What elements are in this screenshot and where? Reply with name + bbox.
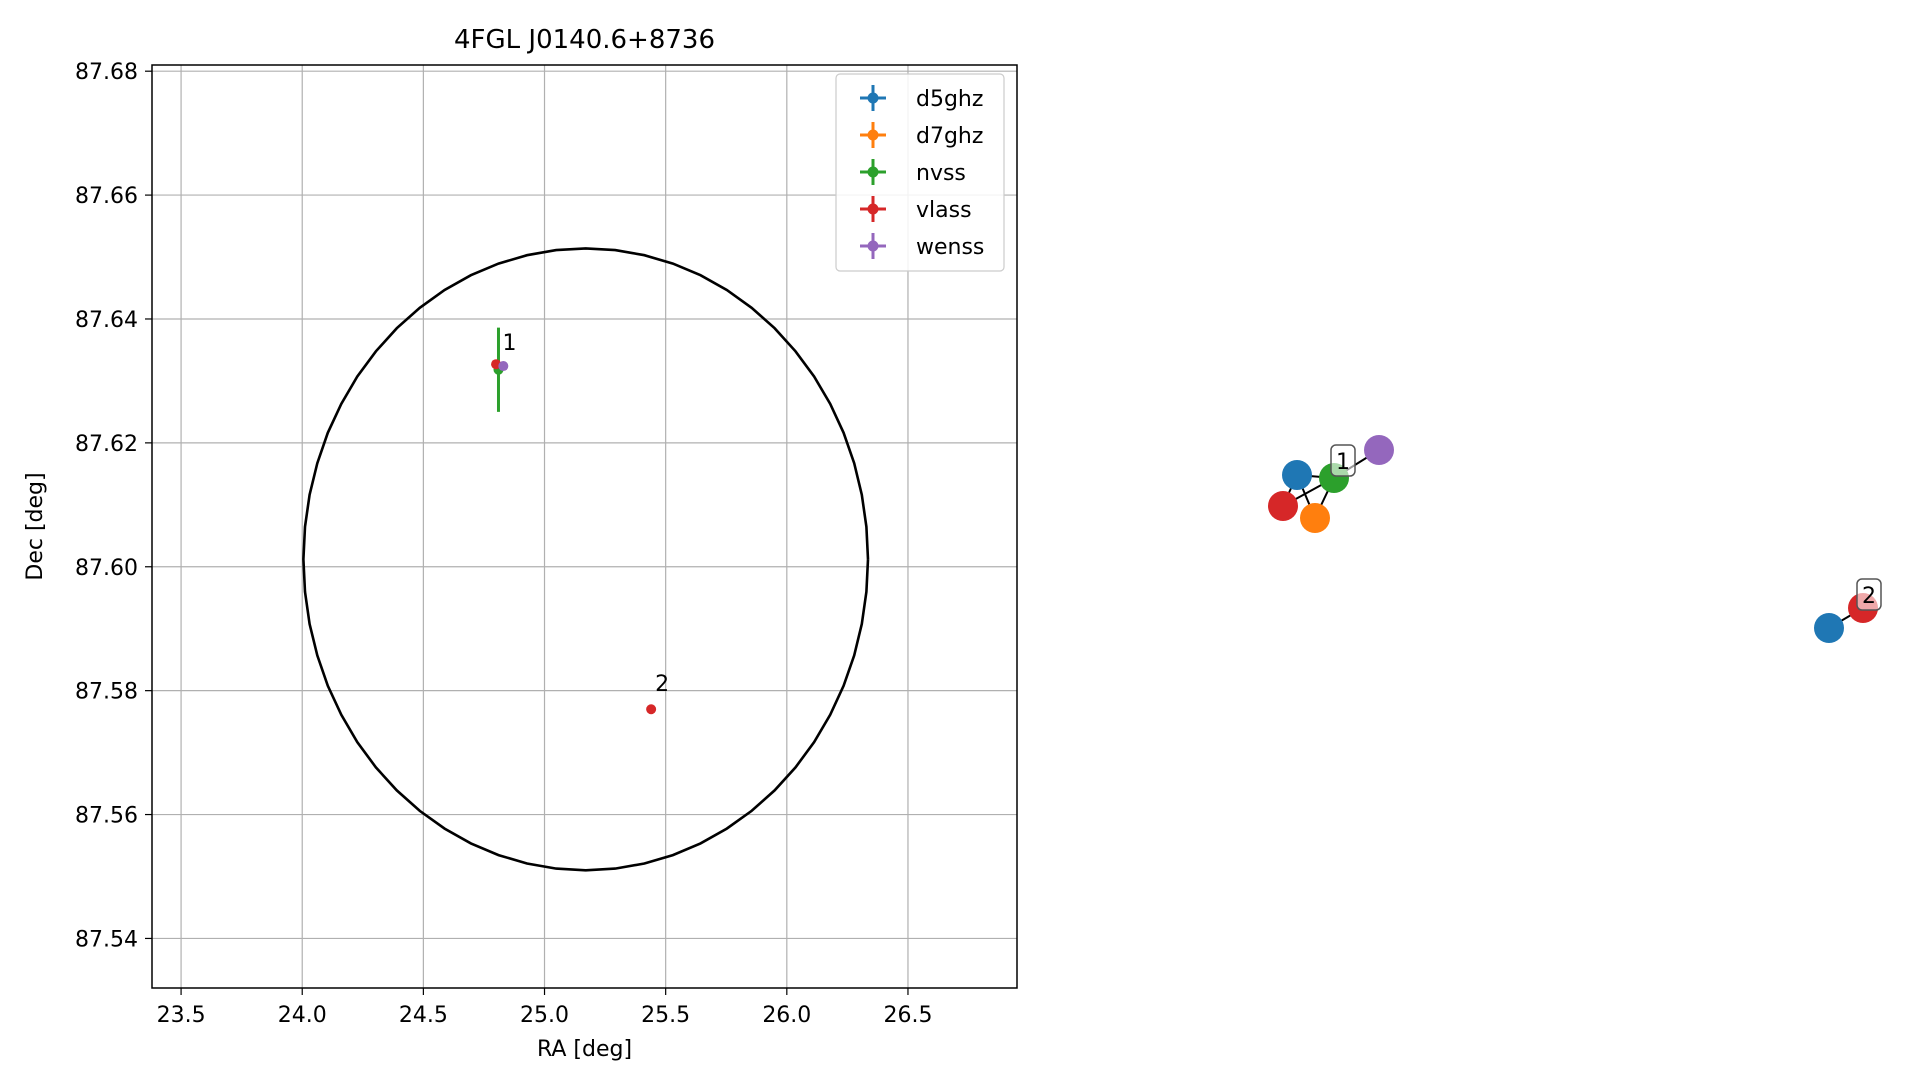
point-annotation: 2 xyxy=(655,672,669,697)
x-tick-label: 26.0 xyxy=(762,1003,811,1028)
y-axis-label: Dec [deg] xyxy=(23,472,48,580)
y-tick-label: 87.62 xyxy=(75,432,138,457)
y-tick-label: 87.56 xyxy=(75,804,138,829)
network-group-1: 1 xyxy=(1268,435,1394,533)
x-tick-label: 24.0 xyxy=(278,1003,327,1028)
legend-label: vlass xyxy=(916,198,972,223)
network-group-label: 2 xyxy=(1862,584,1876,609)
axes-frame xyxy=(151,64,1018,989)
crossmatch-network-panel: 12 xyxy=(1268,435,1882,643)
x-tick-label: 25.0 xyxy=(520,1003,569,1028)
network-node-d5ghz xyxy=(1814,613,1844,643)
point-wenss xyxy=(498,361,509,372)
legend-label: wenss xyxy=(916,235,984,260)
y-tick-label: 87.58 xyxy=(75,680,138,705)
legend-marker-dot xyxy=(867,92,879,104)
legend: d5ghz d7ghz nvss vlass wenss xyxy=(835,73,1005,272)
legend-marker-dot xyxy=(867,129,879,141)
y-tick-label: 87.64 xyxy=(75,308,138,333)
legend-marker-dot xyxy=(867,166,879,178)
network-node-d7ghz xyxy=(1300,503,1330,533)
legend-label: nvss xyxy=(916,161,966,186)
legend-label: d7ghz xyxy=(916,124,983,149)
point-annotation: 1 xyxy=(502,331,516,356)
legend-item-d7ghz: d7ghz xyxy=(860,122,983,149)
legend-item-vlass: vlass xyxy=(860,196,972,223)
grid-x-lines xyxy=(180,65,909,988)
y-ticks: 87.54 87.56 87.58 87.60 87.62 87.64 87.66 87.68 xyxy=(75,60,152,952)
network-label-box xyxy=(1856,578,1882,611)
y-tick-label: 87.68 xyxy=(75,60,138,85)
y-tick-label: 87.66 xyxy=(75,184,138,209)
legend-marker-dot xyxy=(867,203,879,215)
x-tick-label: 26.5 xyxy=(883,1003,932,1028)
chart-title: 4FGL J0140.6+8736 xyxy=(454,25,715,55)
x-axis-label: RA [deg] xyxy=(537,1037,632,1062)
network-group-2: 2 xyxy=(1814,578,1882,643)
network-label-box xyxy=(1330,444,1356,477)
legend-item-d5ghz: d5ghz xyxy=(860,85,983,112)
network-group-label: 1 xyxy=(1336,450,1350,475)
network-node-wenss xyxy=(1364,435,1394,465)
legend-marker-dot xyxy=(867,240,879,252)
point-vlass xyxy=(646,704,657,715)
x-tick-label: 23.5 xyxy=(157,1003,206,1028)
legend-label: d5ghz xyxy=(916,87,983,112)
y-tick-label: 87.60 xyxy=(75,556,138,581)
network-node-vlass xyxy=(1268,491,1298,521)
point-annotations: 12 xyxy=(502,331,669,697)
legend-box xyxy=(835,73,1005,272)
legend-item-nvss: nvss xyxy=(860,159,966,186)
x-tick-label: 24.5 xyxy=(399,1003,448,1028)
localization-ellipse xyxy=(302,247,870,872)
y-tick-label: 87.54 xyxy=(75,927,138,952)
data-points xyxy=(491,327,657,715)
x-ticks: 23.5 24.0 24.5 25.0 25.5 26.0 26.5 xyxy=(157,988,932,1028)
scatter-panel: 12 23.5 24.0 24.5 25.0 25.5 26.0 26.5 87.5487.… xyxy=(23,25,1018,1062)
localization-ellipse-path xyxy=(302,247,870,872)
x-tick-label: 25.5 xyxy=(641,1003,690,1028)
legend-item-wenss: wenss xyxy=(860,233,984,260)
network-node-d5ghz xyxy=(1282,460,1312,490)
